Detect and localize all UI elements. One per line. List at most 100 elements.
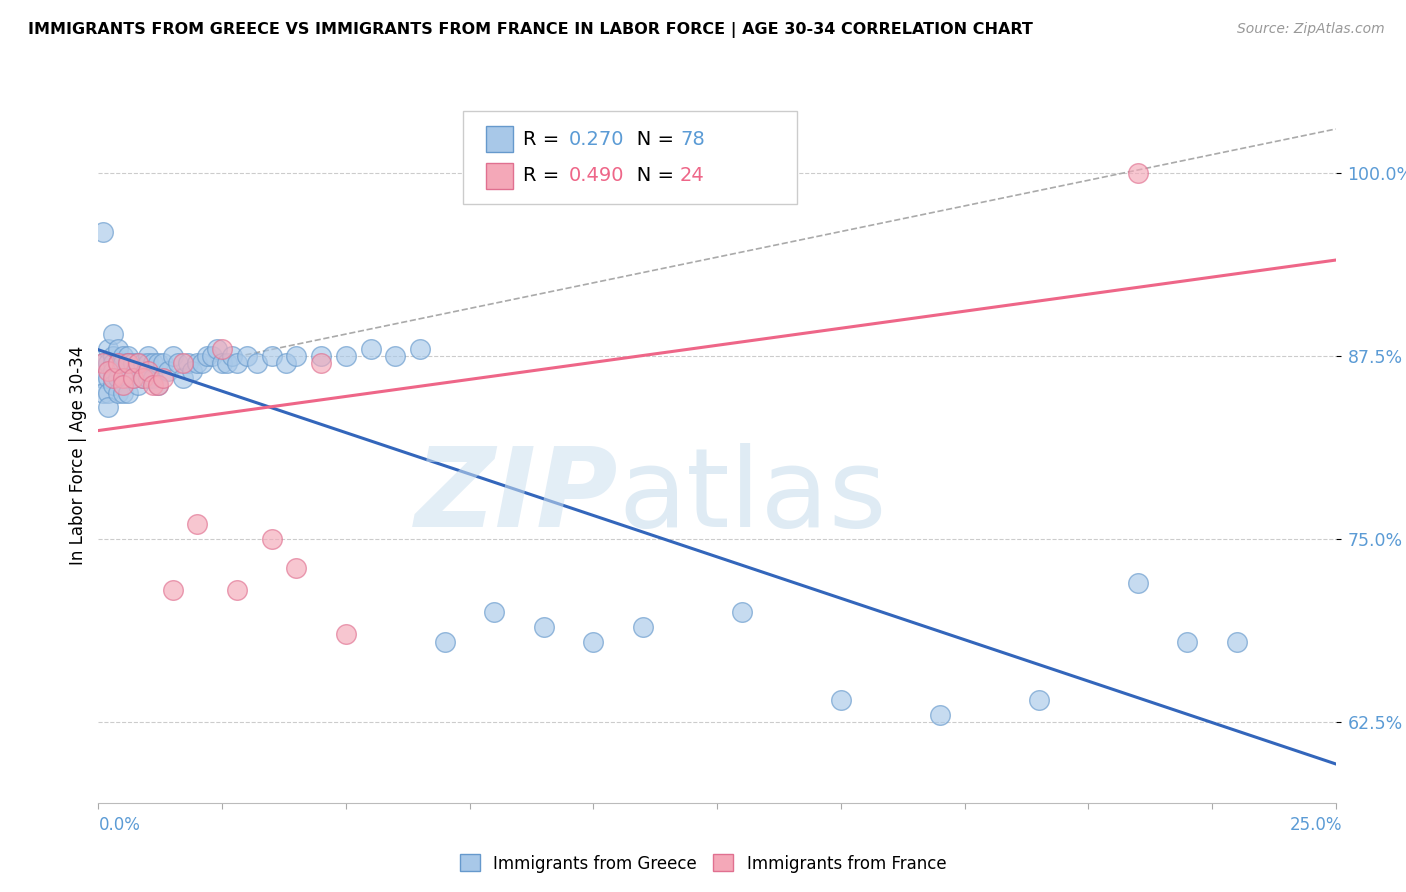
Point [226,583,249,598]
Point [146,356,169,370]
Point [93,225,115,239]
Point [93,385,115,400]
Point [122,371,145,385]
Text: Source: ZipAtlas.com: Source: ZipAtlas.com [1237,22,1385,37]
Point [172,371,194,385]
Point [136,364,159,378]
Point [97,364,120,378]
Point [103,378,125,392]
Point [195,349,218,363]
Point [176,356,198,370]
Point [142,378,165,392]
Point [211,342,233,356]
Point [103,371,125,385]
Point [409,342,432,356]
Point [533,620,555,634]
Point [97,371,120,385]
Point [103,356,125,370]
Point [142,371,165,385]
Y-axis label: In Labor Force | Age 30-34: In Labor Force | Age 30-34 [69,345,87,565]
Point [162,349,184,363]
Point [107,371,129,385]
Point [181,364,204,378]
Text: R =: R = [523,167,565,186]
Point [107,356,129,370]
FancyBboxPatch shape [464,111,797,204]
Point [1126,166,1149,180]
Point [136,371,159,385]
Point [260,349,283,363]
Point [146,378,169,392]
FancyBboxPatch shape [485,126,513,153]
Text: 24: 24 [681,167,704,186]
Point [132,371,155,385]
Point [93,371,115,385]
Point [309,349,332,363]
Point [97,356,120,370]
Point [122,371,145,385]
Point [1226,634,1249,648]
Point [246,356,269,370]
Point [103,327,125,342]
Point [152,371,174,385]
Point [107,356,129,370]
Point [93,356,115,370]
Point [112,385,135,400]
Point [132,371,155,385]
Point [122,356,145,370]
Point [360,342,382,356]
FancyBboxPatch shape [485,162,513,189]
Point [309,356,332,370]
Text: 78: 78 [681,129,704,149]
Text: R =: R = [523,129,565,149]
Point [97,342,120,356]
Point [731,606,754,620]
Point [132,356,155,370]
Text: ZIP: ZIP [415,443,619,550]
Point [335,627,357,641]
Point [107,385,129,400]
Point [97,385,120,400]
Point [112,371,135,385]
Point [103,364,125,378]
Point [226,356,249,370]
Point [260,532,283,546]
Point [117,385,139,400]
Point [93,356,115,370]
Point [191,356,214,370]
Point [335,349,357,363]
Point [103,371,125,385]
Point [142,356,165,370]
Point [117,371,139,385]
Point [127,356,149,370]
Point [156,364,179,378]
Point [107,342,129,356]
Point [830,693,852,707]
Point [127,356,149,370]
Text: N =: N = [619,129,681,149]
Point [433,634,456,648]
Point [152,356,174,370]
Point [166,356,188,370]
Point [112,349,135,363]
Text: 25.0%: 25.0% [1291,816,1343,834]
Text: N =: N = [619,167,681,186]
Point [186,356,208,370]
Point [205,342,228,356]
Point [172,356,194,370]
Point [97,401,120,415]
Point [221,349,243,363]
Text: 0.0%: 0.0% [98,816,141,834]
Point [136,356,159,370]
Point [384,349,406,363]
Text: 0.490: 0.490 [568,167,624,186]
Point [103,349,125,363]
Point [631,620,654,634]
Point [112,356,135,370]
Point [117,356,139,370]
Point [1028,693,1050,707]
Point [582,634,605,648]
Point [236,349,259,363]
Point [1126,576,1149,591]
Point [211,356,233,370]
